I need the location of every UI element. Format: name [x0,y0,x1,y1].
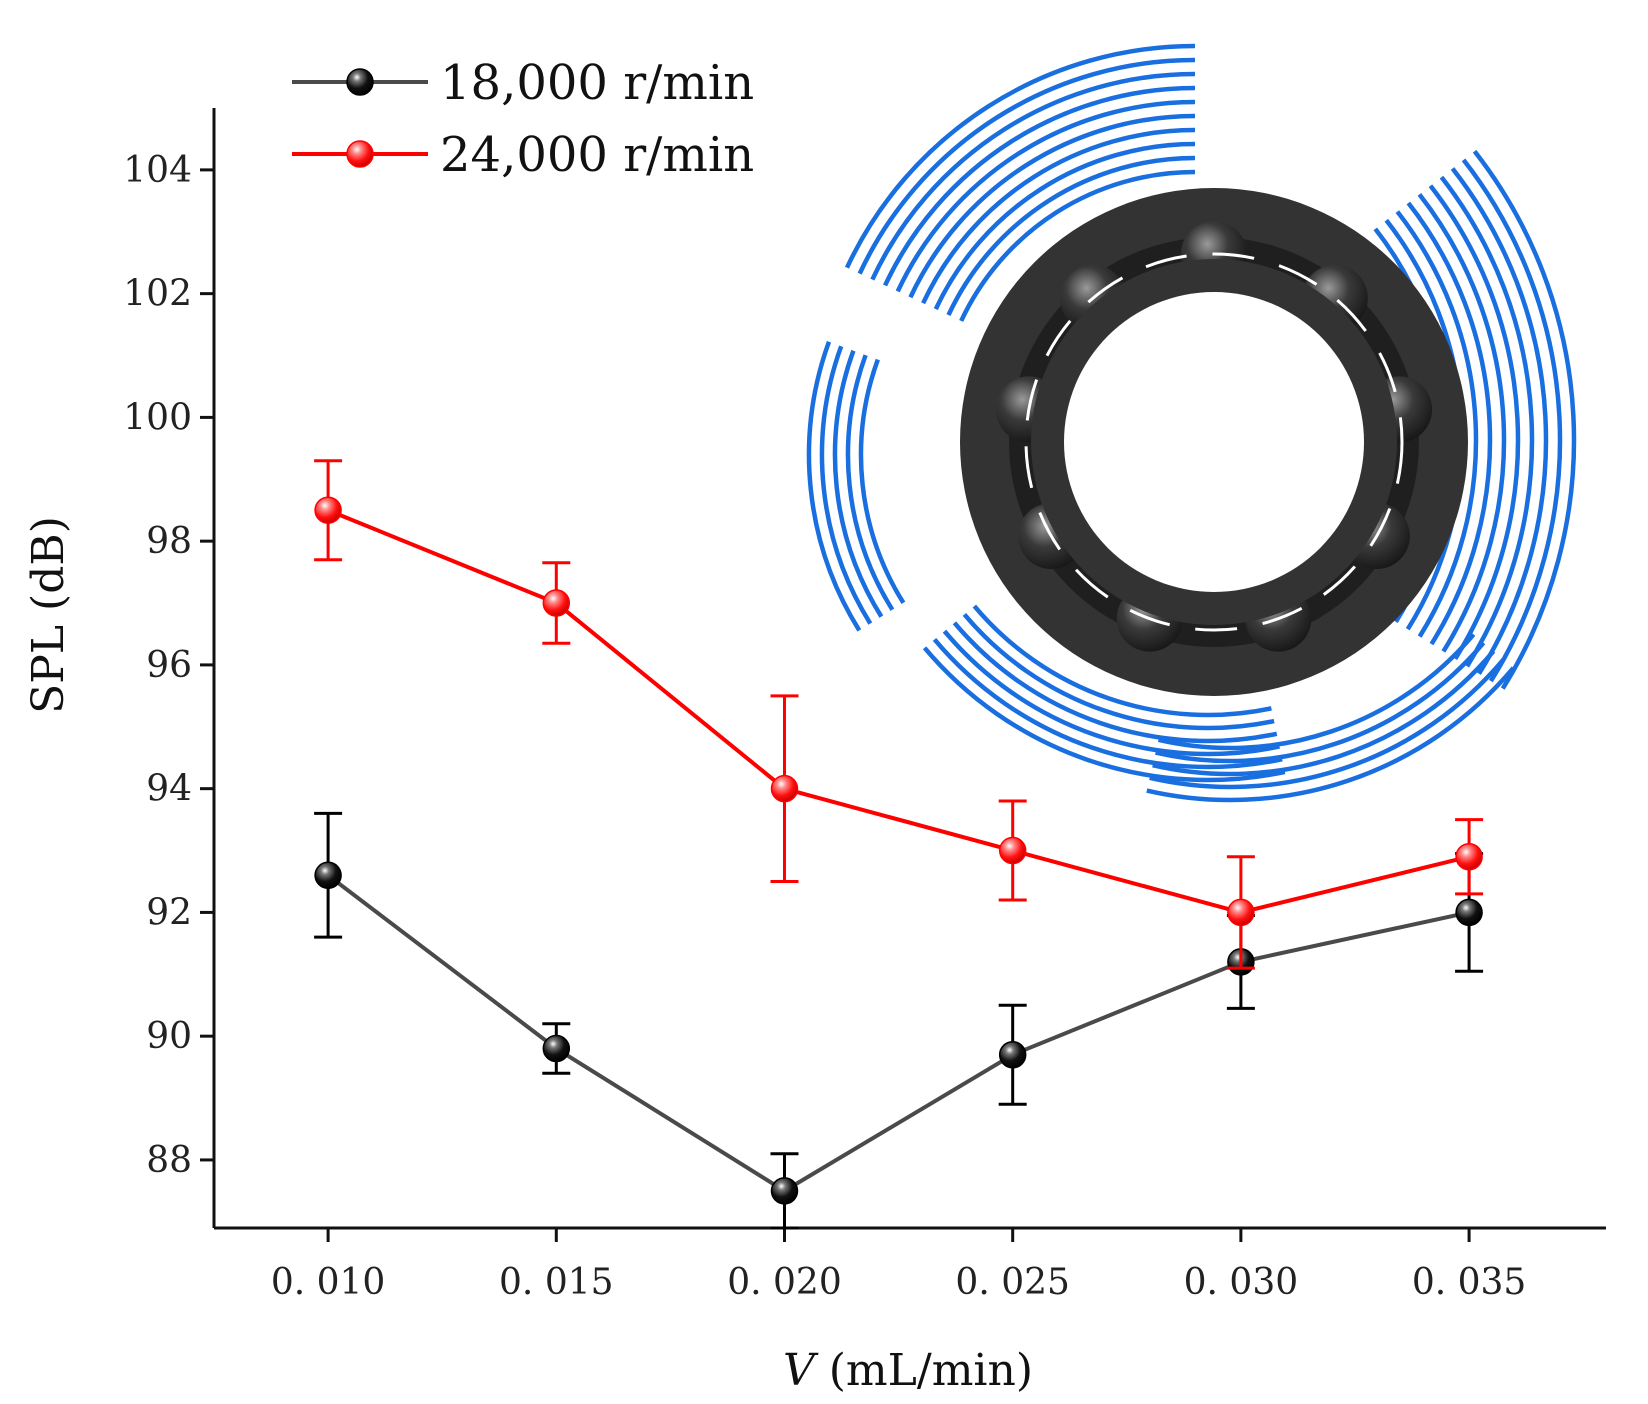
series-1 [314,811,1484,1230]
bore [1064,292,1364,592]
sound-wave-arc [932,638,1283,770]
sound-wave-arc [844,43,1196,269]
legend-label: 18,000 r/min [440,55,754,111]
sound-wave-arc [942,629,1280,757]
sound-wave-arc [895,99,1196,293]
legend-marker [346,68,374,96]
legend-item-1: 18,000 r/min [292,55,754,111]
sound-wave-arc [819,345,873,625]
series-layer [314,459,1484,1230]
sound-wave-arc [1157,632,1476,751]
sound-wave-arc [962,612,1275,731]
x-axis-unit: (mL/min) [815,1345,1033,1396]
x-tick-label: 0. 015 [499,1262,614,1303]
sound-wave-arc [959,169,1196,322]
y-tick-label: 104 [123,150,192,191]
cage-line [1024,252,1404,632]
x-axis-ticks: 0. 010 0. 015 0. 020 0. 025 0. 030 0. 035 [271,1228,1526,1303]
sound-wave-arc [1450,167,1549,675]
x-tick-label: 0. 025 [955,1262,1070,1303]
sound-wave-arc [870,71,1196,281]
sound-wave-arc [972,604,1272,718]
data-point [314,861,342,890]
x-tick-label: 0. 035 [1412,1262,1527,1303]
data-point [542,589,571,617]
sound-wave-arc [1461,158,1563,683]
x-tick-label: 0. 010 [271,1262,386,1303]
bearing-with-sound-waves-icon [806,43,1577,803]
y-tick-label: 100 [123,397,192,438]
sound-wave-arc [832,349,884,618]
sound-wave-arc [857,57,1196,275]
sound-wave-arcs [806,43,1577,803]
x-tick-label: 0. 020 [727,1262,842,1303]
sound-wave-arc [933,141,1196,311]
sound-wave-arc [1406,201,1493,646]
sound-wave-arc [1155,641,1486,764]
series-2 [314,459,1484,970]
sound-wave-arc [845,354,895,611]
data-point [314,496,342,524]
y-tick-label: 102 [123,274,192,315]
sound-wave-arc [883,85,1196,287]
axes: 88 90 92 94 96 98 100 102 104 0. 010 0. 015 0. 020… [123,108,1606,1303]
sound-wave-arc [1395,210,1479,638]
data-point [1455,898,1483,927]
data-point [542,1034,571,1063]
legend: 18,000 r/min 24,000 r/min [292,55,754,183]
sound-wave-arc [806,341,862,632]
legend-marker [346,140,374,168]
sound-wave-arc [1146,666,1516,803]
x-axis-title: V (mL/min) [783,1345,1033,1396]
sound-wave-arc [922,646,1286,783]
sound-wave-arc [858,358,906,605]
data-point [770,774,799,803]
data-point [1455,842,1483,871]
y-tick-label: 90 [146,1016,192,1057]
y-tick-label: 94 [146,769,192,810]
legend-item-2: 24,000 r/min [292,127,754,183]
data-point [1227,898,1255,927]
sound-wave-arc [1428,184,1521,661]
sound-wave-arc [1152,649,1496,777]
y-tick-label: 88 [146,1140,192,1181]
sound-wave-arc [1149,658,1506,790]
data-point [770,1177,799,1205]
sound-wave-arc [921,127,1196,305]
y-tick-label: 92 [146,892,192,933]
x-axis-variable: V [783,1345,819,1396]
y-axis-ticks: 88 90 92 94 96 98 100 102 104 [123,150,214,1181]
legend-label: 24,000 r/min [440,127,754,183]
data-point [998,836,1027,865]
sound-wave-arc [908,113,1196,299]
series-line [327,508,1470,915]
sound-wave-arc [1472,149,1577,690]
sound-wave-arc [952,621,1278,744]
sound-wave-arc [946,155,1196,317]
sound-wave-arc [1439,175,1535,668]
y-axis-title: SPL (dB) [23,516,74,714]
sound-wave-arc [1417,192,1507,653]
y-tick-label: 96 [146,645,192,686]
y-tick-label: 98 [146,521,192,562]
bearing-icon [960,188,1468,696]
x-tick-label: 0. 030 [1184,1262,1299,1303]
series-line [326,873,1470,1194]
data-point [998,1040,1027,1069]
